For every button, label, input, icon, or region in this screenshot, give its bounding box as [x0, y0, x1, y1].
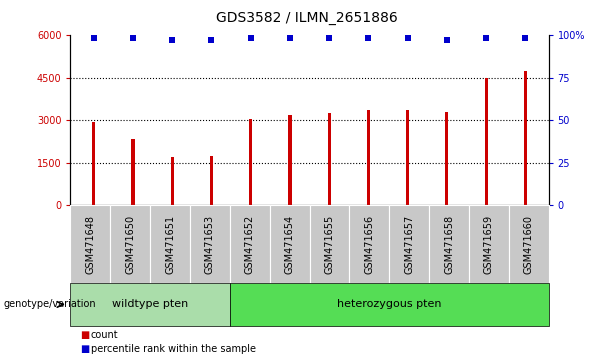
Text: GSM471650: GSM471650: [125, 215, 135, 274]
Bar: [445, 112, 449, 205]
Bar: [92, 122, 96, 205]
Text: GSM471660: GSM471660: [524, 215, 534, 274]
Point: [324, 35, 334, 41]
Text: heterozygous pten: heterozygous pten: [337, 299, 441, 309]
Point: [285, 35, 295, 41]
Text: ■: ■: [80, 344, 89, 354]
Point: [442, 38, 452, 43]
Bar: [484, 78, 488, 205]
Text: count: count: [91, 330, 118, 339]
Bar: [327, 113, 331, 205]
Text: GSM471651: GSM471651: [165, 215, 175, 274]
Text: GSM471659: GSM471659: [484, 215, 494, 274]
Point: [403, 35, 413, 41]
Bar: [249, 119, 253, 205]
Text: wildtype pten: wildtype pten: [112, 299, 188, 309]
Text: GSM471648: GSM471648: [85, 215, 96, 274]
Bar: [367, 110, 370, 205]
Bar: [170, 157, 174, 205]
Text: ■: ■: [80, 330, 89, 339]
Text: GSM471656: GSM471656: [364, 215, 375, 274]
Text: percentile rank within the sample: percentile rank within the sample: [91, 344, 256, 354]
Text: GSM471653: GSM471653: [205, 215, 215, 274]
Text: GSM471654: GSM471654: [284, 215, 295, 274]
Point: [207, 38, 216, 43]
Bar: [131, 139, 135, 205]
Point: [128, 35, 138, 41]
Bar: [288, 115, 292, 205]
Point: [167, 38, 177, 43]
Text: GSM471655: GSM471655: [324, 215, 335, 274]
Point: [520, 35, 530, 41]
Point: [89, 35, 99, 41]
Point: [481, 35, 491, 41]
Text: genotype/variation: genotype/variation: [3, 299, 96, 309]
Text: GSM471652: GSM471652: [245, 215, 255, 274]
Bar: [524, 71, 527, 205]
Bar: [406, 110, 409, 205]
Text: GDS3582 / ILMN_2651886: GDS3582 / ILMN_2651886: [216, 11, 397, 25]
Bar: [210, 156, 213, 205]
Text: GSM471658: GSM471658: [444, 215, 454, 274]
Point: [364, 35, 373, 41]
Text: GSM471657: GSM471657: [404, 215, 414, 274]
Point: [246, 35, 256, 41]
